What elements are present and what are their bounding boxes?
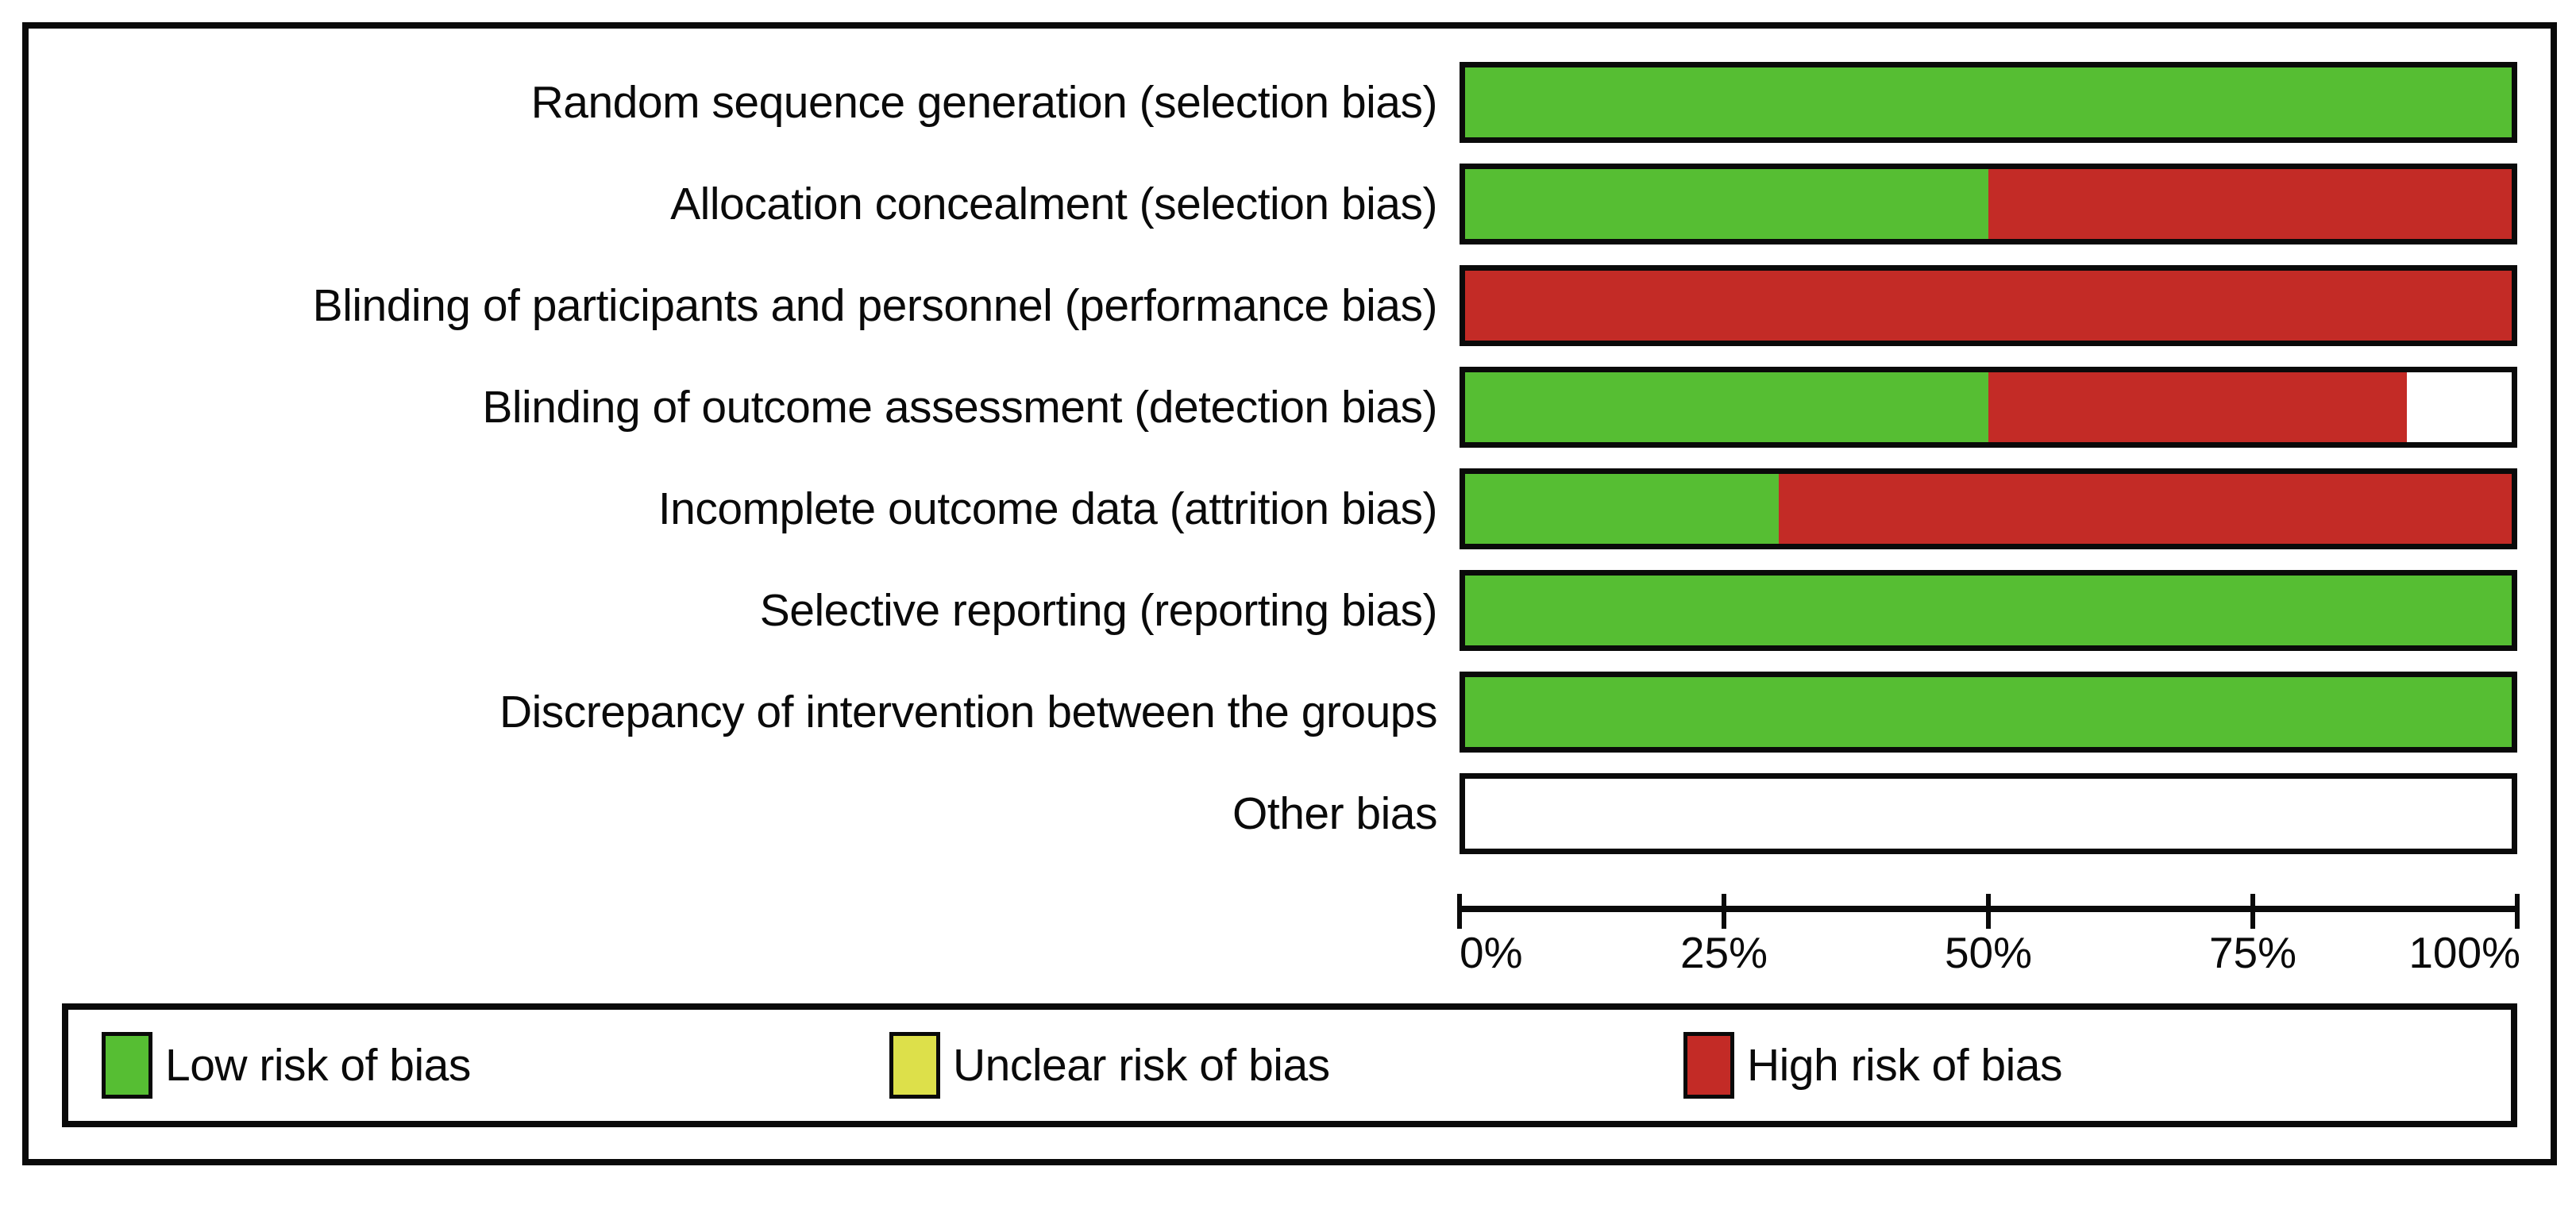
x-axis-tick-label: 0%: [1460, 928, 1523, 977]
x-axis-tick: [1986, 894, 1991, 929]
x-axis-tick-label: 25%: [1679, 928, 1768, 977]
bias-row: Other bias: [0, 773, 2576, 854]
x-axis-tick: [1722, 894, 1726, 929]
legend-item-label: High risk of bias: [1747, 1040, 2063, 1091]
bias-domain-label: Other bias: [1232, 788, 1437, 839]
legend-item: High risk of bias: [1683, 1003, 2063, 1127]
segment-high-risk-of-bias: [1988, 372, 2408, 442]
legend-item-label: Unclear risk of bias: [953, 1040, 1330, 1091]
segment-high-risk-of-bias: [1465, 271, 2512, 341]
legend-color-swatch: [1683, 1032, 1734, 1099]
segment-high-risk-of-bias: [1779, 474, 2512, 544]
segment-low-risk-of-bias: [1465, 67, 2512, 137]
bias-row: Selective reporting (reporting bias): [0, 570, 2576, 651]
bias-bar-track: [1460, 62, 2517, 143]
segment-high-risk-of-bias: [1988, 169, 2512, 239]
x-axis-tick-label: 75%: [2208, 928, 2297, 977]
segment-low-risk-of-bias: [1465, 576, 2512, 645]
bias-domain-label: Blinding of outcome assessment (detectio…: [482, 382, 1437, 433]
legend-item: Unclear risk of bias: [889, 1003, 1330, 1127]
bias-row: Random sequence generation (selection bi…: [0, 62, 2576, 143]
bias-bar-track: [1460, 672, 2517, 753]
bias-row: Discrepancy of intervention between the …: [0, 672, 2576, 753]
legend-box: [62, 1003, 2517, 1127]
x-axis-tick: [2515, 894, 2520, 929]
bias-bar-track: [1460, 468, 2517, 549]
figure-border: [22, 22, 2557, 1165]
bias-row: Allocation concealment (selection bias): [0, 164, 2576, 244]
legend-item: Low risk of bias: [102, 1003, 471, 1127]
x-axis-tick-label: 50%: [1944, 928, 2033, 977]
bias-domain-label: Selective reporting (reporting bias): [759, 585, 1438, 636]
bias-bar-track: [1460, 367, 2517, 448]
bias-bar-track: [1460, 265, 2517, 346]
bias-domain-label: Incomplete outcome data (attrition bias): [657, 483, 1438, 534]
legend-item-label: Low risk of bias: [165, 1040, 471, 1091]
bias-row: Blinding of outcome assessment (detectio…: [0, 367, 2576, 448]
bias-row: Incomplete outcome data (attrition bias): [0, 468, 2576, 549]
bias-bar-track: [1460, 164, 2517, 244]
segment-low-risk-of-bias: [1465, 474, 1780, 544]
bias-domain-label: Random sequence generation (selection bi…: [530, 77, 1438, 128]
legend-color-swatch: [889, 1032, 940, 1099]
bias-bar-track: [1460, 773, 2517, 854]
segment-low-risk-of-bias: [1465, 677, 2512, 747]
x-axis-tick: [2250, 894, 2255, 929]
segment-low-risk-of-bias: [1465, 169, 1988, 239]
x-axis-tick: [1457, 894, 1462, 929]
segment-low-risk-of-bias: [1465, 372, 1988, 442]
bias-domain-label: Discrepancy of intervention between the …: [499, 687, 1438, 737]
bias-row: Blinding of participants and personnel (…: [0, 265, 2576, 346]
legend-color-swatch: [102, 1032, 152, 1099]
bias-bar-track: [1460, 570, 2517, 651]
bias-domain-label: Blinding of participants and personnel (…: [312, 280, 1438, 331]
x-axis-tick-label: 100%: [2408, 928, 2520, 977]
bias-domain-label: Allocation concealment (selection bias): [670, 179, 1437, 229]
